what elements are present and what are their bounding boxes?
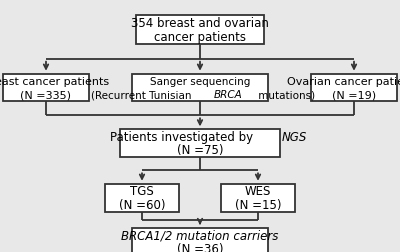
Text: (N =60): (N =60)	[119, 198, 165, 211]
Bar	[132, 228, 268, 252]
Text: NGS: NGS	[282, 131, 308, 143]
Text: (N =36): (N =36)	[177, 242, 223, 252]
Text: Breast cancer patients: Breast cancer patients	[0, 77, 109, 86]
Text: mutations): mutations)	[256, 90, 316, 100]
Text: BRCA1/2 mutation carriers: BRCA1/2 mutation carriers	[121, 229, 279, 242]
Bar	[311, 74, 397, 102]
Bar	[120, 130, 280, 158]
Text: (N =19): (N =19)	[332, 90, 376, 100]
Text: Patients investigated by: Patients investigated by	[110, 131, 257, 143]
Bar	[3, 74, 89, 102]
Bar	[132, 74, 268, 102]
Text: WES: WES	[245, 185, 271, 198]
Text: 354 breast and ovarian: 354 breast and ovarian	[131, 17, 269, 30]
Text: (N =75): (N =75)	[177, 144, 223, 157]
Bar	[136, 16, 264, 45]
Bar	[105, 184, 179, 212]
Text: Ovarian cancer patients: Ovarian cancer patients	[287, 77, 400, 86]
Text: Sanger sequencing: Sanger sequencing	[150, 77, 250, 86]
Text: TGS: TGS	[130, 185, 154, 198]
Text: (Recurrent Tunisian: (Recurrent Tunisian	[91, 90, 194, 100]
Text: cancer patients: cancer patients	[154, 31, 246, 44]
Bar	[221, 184, 295, 212]
Text: BRCA: BRCA	[214, 90, 242, 100]
Text: (N =15): (N =15)	[235, 198, 281, 211]
Text: (N =335): (N =335)	[20, 90, 72, 100]
